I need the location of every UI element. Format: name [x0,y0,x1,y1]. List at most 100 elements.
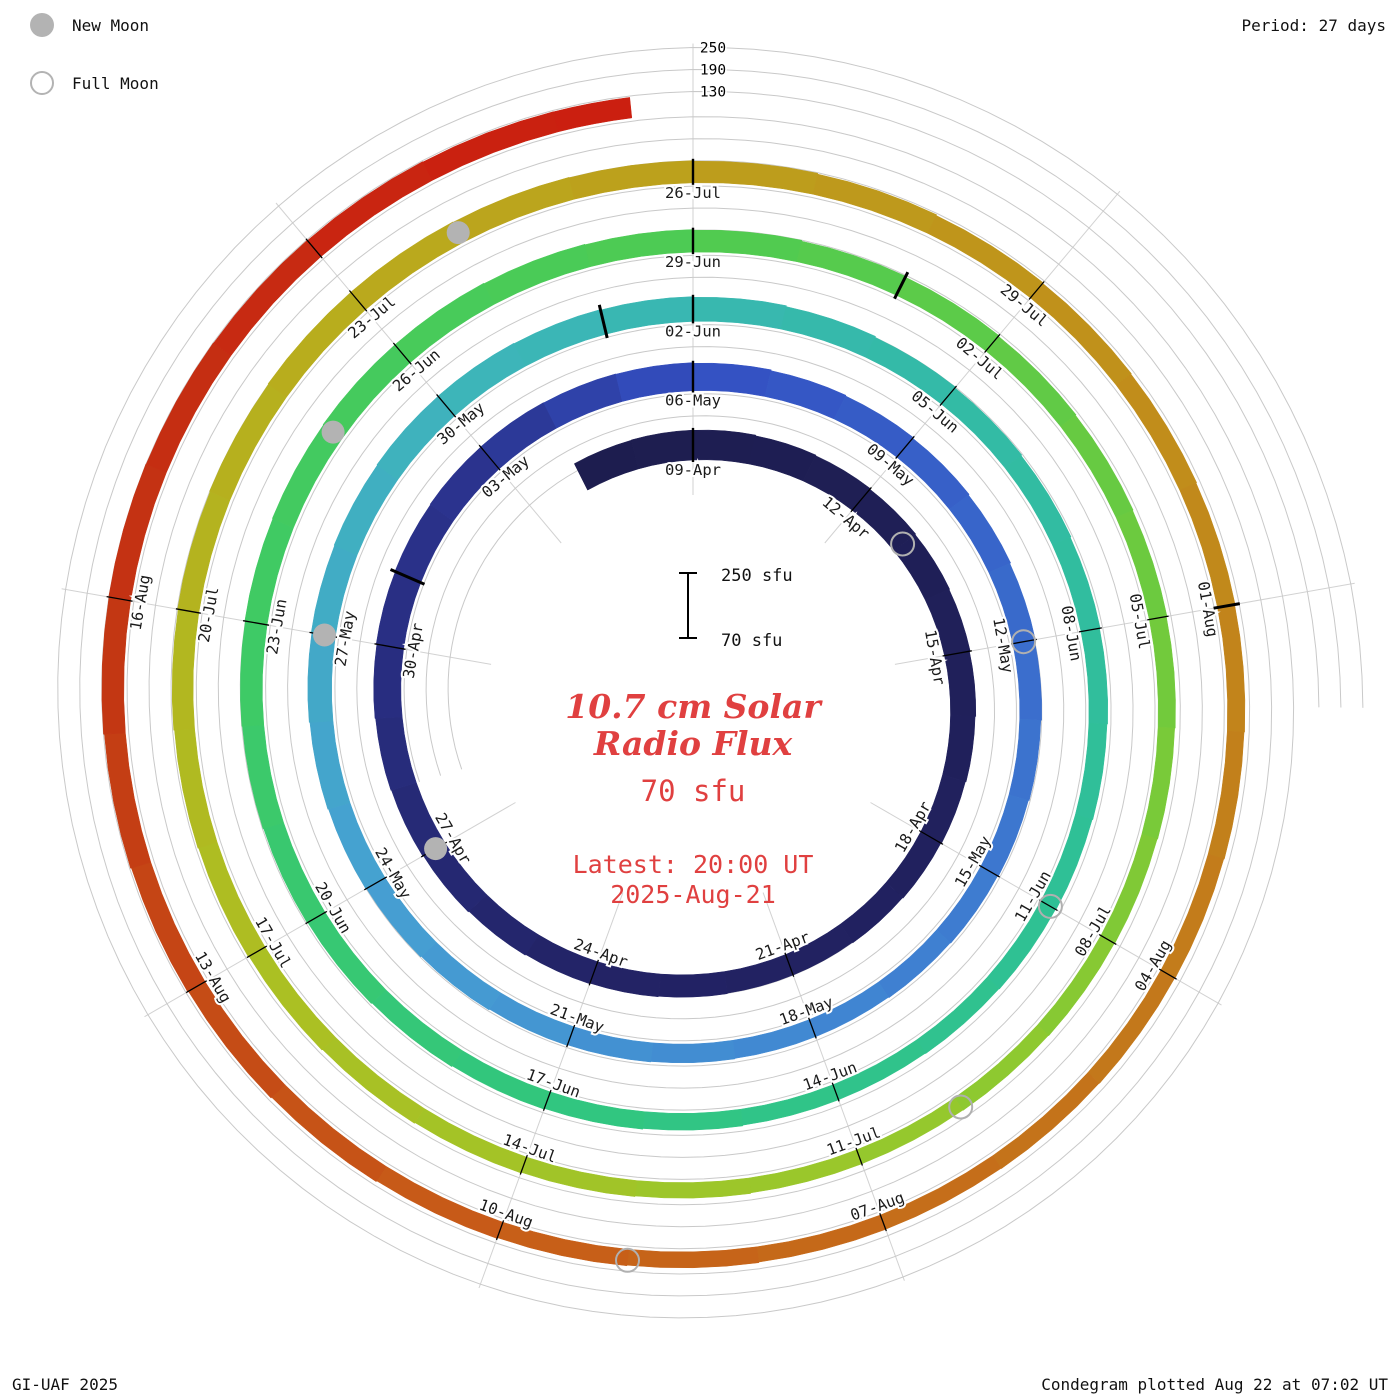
day-tick [984,333,1001,353]
flux-band-day [878,929,951,999]
day-tick [185,980,208,994]
radial-axis-label: 190 [700,63,726,79]
flux-band-day [573,439,639,491]
day-tick [918,829,944,845]
moon-legend: New Moon Full Moon [30,10,159,126]
period-label: Period: 27 days [1241,16,1387,35]
day-tick [305,238,323,259]
flux-band-day [985,335,1077,427]
flux-band-day [333,464,398,556]
day-tick [978,864,1001,878]
day-tick [831,1082,840,1102]
flux-band-day [422,111,559,181]
flux-band-day [307,161,433,257]
full-moon-icon [30,71,54,95]
chart-title-line1: 10.7 cm Solar [565,687,821,726]
day-tick [478,444,501,471]
moon-markers [313,221,1063,1273]
flux-band-day [780,306,876,358]
flux-band-day [642,1108,744,1131]
flux-band-day [513,309,607,367]
flux-band-day [732,1019,816,1059]
day-tick [246,945,268,959]
flux-band-day [1160,853,1225,979]
month-start-tick [893,271,910,300]
flux-band-day [543,1091,646,1130]
ring-date-label: 09-Apr [665,461,721,479]
flux-band-day [1141,726,1175,840]
day-tick [942,650,972,657]
ring-date-label: 29-Jun [665,253,721,271]
flux-band-day [145,342,232,474]
ring-date-label: 02-Jun [665,322,721,340]
flux-scale-bar: 250 sfu 70 sfu [679,566,793,651]
flux-band-day [271,1084,387,1183]
latest-reading: Latest: 20:00 UT 2025-Aug-21 [393,850,993,910]
flux-band-day [1115,373,1198,491]
flux-band-day [1217,604,1246,733]
flux-band-day [104,732,152,869]
day-tick [588,959,600,986]
flux-band-day [101,596,131,735]
ring-date-label: 06-May [665,392,721,410]
day-tick [1038,899,1058,912]
radial-axis-label: 130 [700,85,726,101]
flux-bands [101,97,1246,1269]
flux-band-day [927,215,1044,299]
day-tick [305,910,328,925]
flux-band-day [267,291,366,398]
day-tick [850,486,872,513]
new-moon-label: New Moon [72,15,150,35]
day-tick [1028,281,1045,300]
month-start-tick [597,304,609,339]
day-tick [895,435,915,460]
chart-title-line2: Radio Flux [593,724,793,763]
current-flux-value: 70 sfu [640,774,746,808]
new-moon-icon [30,13,54,37]
day-tick [1010,638,1037,645]
flux-band-day [740,1084,839,1126]
center-annotation: 10.7 cm Solar Radio Flux 70 sfu Latest: … [393,688,993,910]
flux-band-day [692,429,757,465]
day-tick [1158,968,1177,980]
flux-band-day [916,977,1000,1055]
day-tick [855,1147,864,1166]
new-moon-marker [446,221,470,245]
day-tick [1147,615,1169,621]
day-tick [392,342,412,365]
flux-band-day [394,504,454,583]
new-moon-marker [424,837,448,861]
flux-band-day [394,282,495,364]
flux-band-day [864,336,956,405]
flux-band-day [520,1156,638,1197]
flux-band-day [452,176,575,243]
day-tick [939,385,957,407]
flux-band-day [1004,455,1072,546]
flux-band-day [171,608,200,731]
latest-reading-time: Latest: 20:00 UT [572,850,814,879]
scale-bar-top-label: 250 sfu [721,566,793,586]
flux-band-day [748,435,817,482]
credit-left: GI-UAF 2025 [12,1375,118,1394]
flux-band-day [1100,833,1158,944]
month-start-tick [1213,602,1241,610]
new-moon-marker [321,420,345,444]
flux-band-day [328,802,386,890]
day-tick [1078,627,1102,633]
flux-band-day [188,981,286,1099]
legend-full-moon: Full Moon [30,68,159,98]
legend-new-moon: New Moon [30,10,159,40]
credit-right: Condegram plotted Aug 22 at 07:02 UT [1041,1375,1388,1394]
flux-band-day [350,221,464,311]
flux-band-day [756,1214,887,1263]
flux-band-day [371,989,463,1068]
day-tick [807,1017,817,1039]
radial-gridline [275,202,562,544]
chart-title: 10.7 cm Solar Radio Flux [393,688,993,762]
flux-band-day [209,383,287,501]
flux-band-day [1075,722,1108,821]
day-tick [566,1024,576,1048]
full-moon-marker [890,531,916,557]
day-tick [175,608,201,614]
